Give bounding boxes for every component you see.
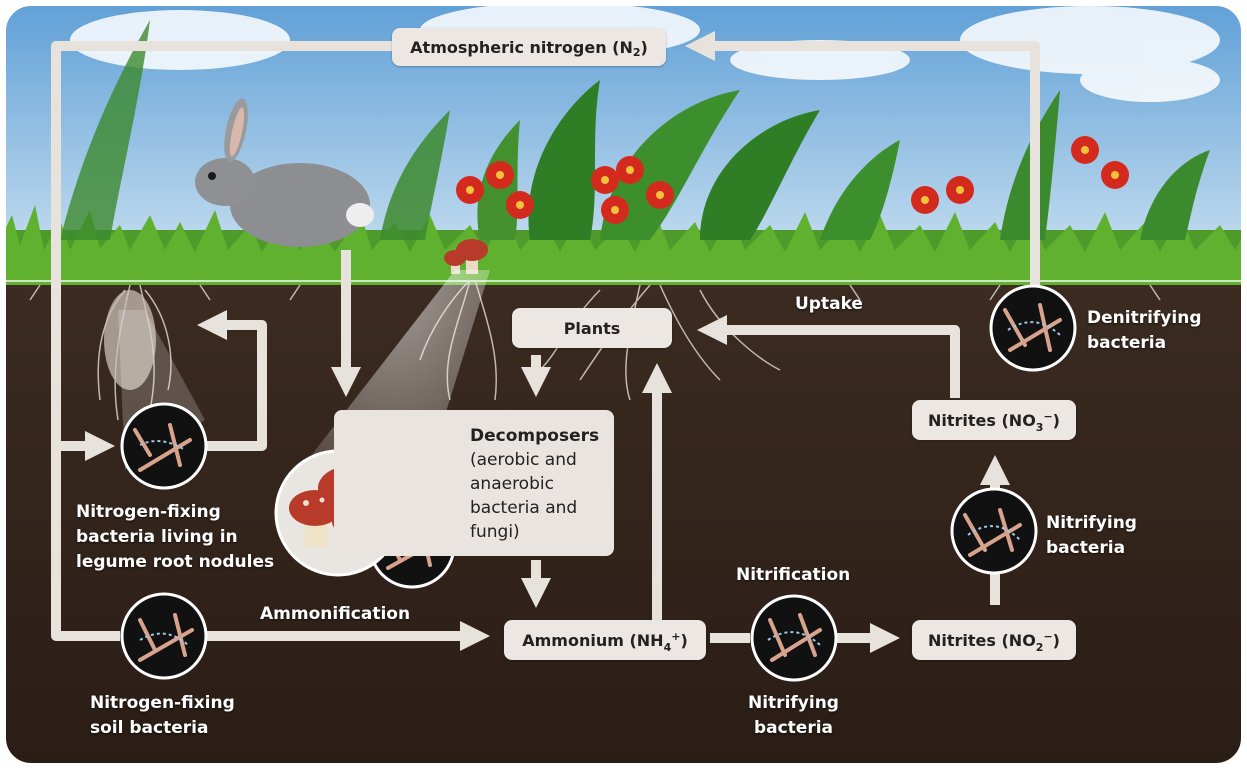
nitrites-no2-subscript: 2 [1035,640,1044,654]
nitrifying-bottom-line-1: Nitrifying [748,693,839,713]
soil-bacteria-icon [120,592,208,680]
nitrites-no3-text: Nitrites (NO [928,410,1036,430]
nitrites-no3-subscript: 3 [1035,420,1044,434]
soil-line-1: Nitrogen-fixing [90,693,235,713]
denitrifying-bacteria-label: Denitrifying bacteria [1087,306,1201,356]
atmospheric-nitrogen-text: Atmospheric nitrogen (N [410,37,633,57]
atmospheric-nitrogen-subscript: 2 [632,45,641,59]
ammonium-text: Ammonium (NH [522,630,664,650]
plants-label: Plants [563,318,621,338]
nitrites-no2-box: Nitrites (NO 2−) [912,620,1076,660]
nitrifying-bacteria-right-label: Nitrifying bacteria [1046,511,1137,561]
nitrifying-right-line-1: Nitrifying [1046,513,1137,533]
ammonification-label: Ammonification [260,604,411,624]
denitrifying-bacteria-icon [989,284,1077,372]
denitrifying-line-2: bacteria [1087,333,1167,353]
ammonium-superscript: + [671,629,681,643]
cycle-arrows [51,31,1040,653]
legume-line-2: bacteria living in [76,527,238,547]
nitrifying-bacteria-bottom-icon [750,594,838,682]
nitrification-label: Nitrification [736,565,851,585]
legume-line-3: legume root nodules [76,552,275,572]
nitrifying-bacteria-bottom-label: Nitrifying bacteria [748,691,839,741]
root-nodule-cluster [104,290,156,390]
flower-centers [466,146,1119,214]
nitrifying-right-line-2: bacteria [1046,538,1126,558]
denitrifying-line-1: Denitrifying [1087,308,1202,328]
soil-bacteria-label: Nitrogen-fixing soil bacteria [90,691,235,741]
ammonium-box: Ammonium (NH 4+) [504,620,706,660]
surface-mushrooms [444,239,488,274]
rabbit [195,98,374,247]
ammonium-close: ) [680,630,688,650]
nitrites-no3-superscript: − [1043,409,1053,423]
legume-line-1: Nitrogen-fixing [76,502,221,522]
nitrifying-bottom-line-2: bacteria [753,718,834,738]
ammonium-subscript: 4 [663,640,672,654]
plants-box: Plants [512,308,672,348]
decomposers-title: Decomposers [470,426,600,446]
nitrites-no2-close: ) [1052,630,1060,650]
legume-bacteria-icon [120,402,208,490]
nitrites-no2-superscript: − [1043,629,1053,643]
uptake-label: Uptake [795,294,863,314]
atmospheric-nitrogen-close: ) [640,37,648,57]
legume-bacteria-label: Nitrogen-fixing bacteria living in legum… [76,500,274,575]
frame-border [4,4,1243,765]
decomposers-description: (aerobic and anaerobic bacteria and fung… [470,450,578,542]
decomposers-box: Decomposers (aerobic and anaerobic bacte… [334,410,614,556]
nitrites-no2-text: Nitrites (NO [928,630,1036,650]
atmospheric-nitrogen-box: Atmospheric nitrogen (N 2) [392,28,666,66]
nitrifying-bacteria-right-icon [950,487,1038,575]
nitrites-no3-box: Nitrites (NO 3−) [912,400,1076,440]
soil-line-2: soil bacteria [90,718,209,738]
nitrites-no3-close: ) [1052,410,1060,430]
